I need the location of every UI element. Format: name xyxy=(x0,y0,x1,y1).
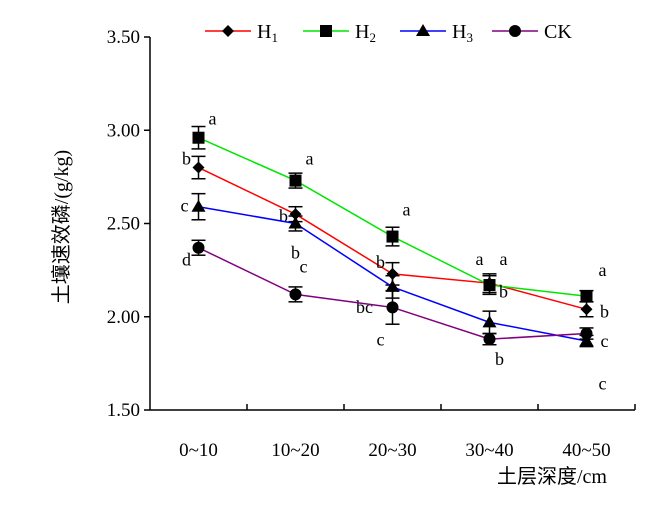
legend-label: H2 xyxy=(355,21,376,45)
x-tick-label: 20~30 xyxy=(368,440,416,461)
legend-item: H3 xyxy=(400,21,473,45)
data-point xyxy=(580,290,593,303)
significance-label: d xyxy=(182,250,191,270)
axes: 1.50 2.00 2.50 3.00 3.50 0~10 10~20 20~30 30~40 4… xyxy=(107,27,636,461)
significance-label: c xyxy=(601,331,609,351)
data-point xyxy=(580,327,593,340)
data-point xyxy=(192,131,205,144)
legend: H1 H2 H3 CK xyxy=(205,21,572,45)
legend-item: H1 xyxy=(205,21,278,45)
legend-item: CK xyxy=(492,21,572,43)
data-point xyxy=(482,315,497,328)
data-point xyxy=(386,230,399,243)
significance-label: b xyxy=(499,281,508,301)
legend-marker xyxy=(222,25,234,37)
data-point xyxy=(483,279,496,292)
data-point xyxy=(386,267,399,280)
x-tick-label: 0~10 xyxy=(179,440,218,461)
significance-label: a xyxy=(306,149,314,169)
significance-label: b xyxy=(495,349,504,369)
y-tick-label: 2.00 xyxy=(107,307,140,328)
significance-label: c xyxy=(300,256,308,276)
y-axis-title: 土壤速效磷/(g/kg) xyxy=(50,150,73,304)
data-point xyxy=(580,303,593,316)
significance-label: c xyxy=(181,196,189,216)
significance-label: b xyxy=(376,252,385,272)
significance-label: a xyxy=(476,249,484,269)
legend-marker xyxy=(509,25,521,37)
data-point xyxy=(386,301,399,314)
data-point xyxy=(483,333,496,346)
x-tick-label: 10~20 xyxy=(271,440,319,461)
data-point xyxy=(191,199,206,212)
significance-label: b xyxy=(600,301,609,321)
data-point xyxy=(579,333,594,346)
significance-label: b xyxy=(182,149,191,169)
legend-label: H3 xyxy=(452,21,473,45)
y-tick-label: 2.50 xyxy=(107,214,140,235)
significance-label: b xyxy=(291,243,300,263)
significance-label: a xyxy=(599,260,607,280)
legend-item: H2 xyxy=(303,21,376,45)
significance-label: a xyxy=(209,109,217,129)
significance-label: b xyxy=(279,206,288,226)
y-tick-label: 3.00 xyxy=(107,120,140,141)
y-tick-label: 1.50 xyxy=(107,400,140,421)
data-point xyxy=(289,174,302,187)
series-1: bbb ab xyxy=(182,149,609,322)
legend-marker xyxy=(416,24,430,36)
data-point xyxy=(192,241,205,254)
significance-label: c xyxy=(599,374,607,394)
legend-label: CK xyxy=(544,21,572,43)
legend-label: H1 xyxy=(257,21,278,45)
data-point xyxy=(192,161,205,174)
significance-label: a xyxy=(403,200,411,220)
data-point xyxy=(288,216,303,229)
legend-marker xyxy=(320,25,332,37)
data-point xyxy=(289,208,302,221)
data-point xyxy=(289,288,302,301)
data-point xyxy=(385,279,400,292)
y-tick-label: 3.50 xyxy=(107,27,140,48)
significance-label: c xyxy=(377,329,385,349)
x-tick-label: 40~50 xyxy=(562,440,610,461)
significance-label: bc xyxy=(356,297,373,317)
x-axis-title: 土层深度/cm xyxy=(497,465,607,488)
x-tick-label: 30~40 xyxy=(465,440,513,461)
significance-label: a xyxy=(500,249,508,269)
